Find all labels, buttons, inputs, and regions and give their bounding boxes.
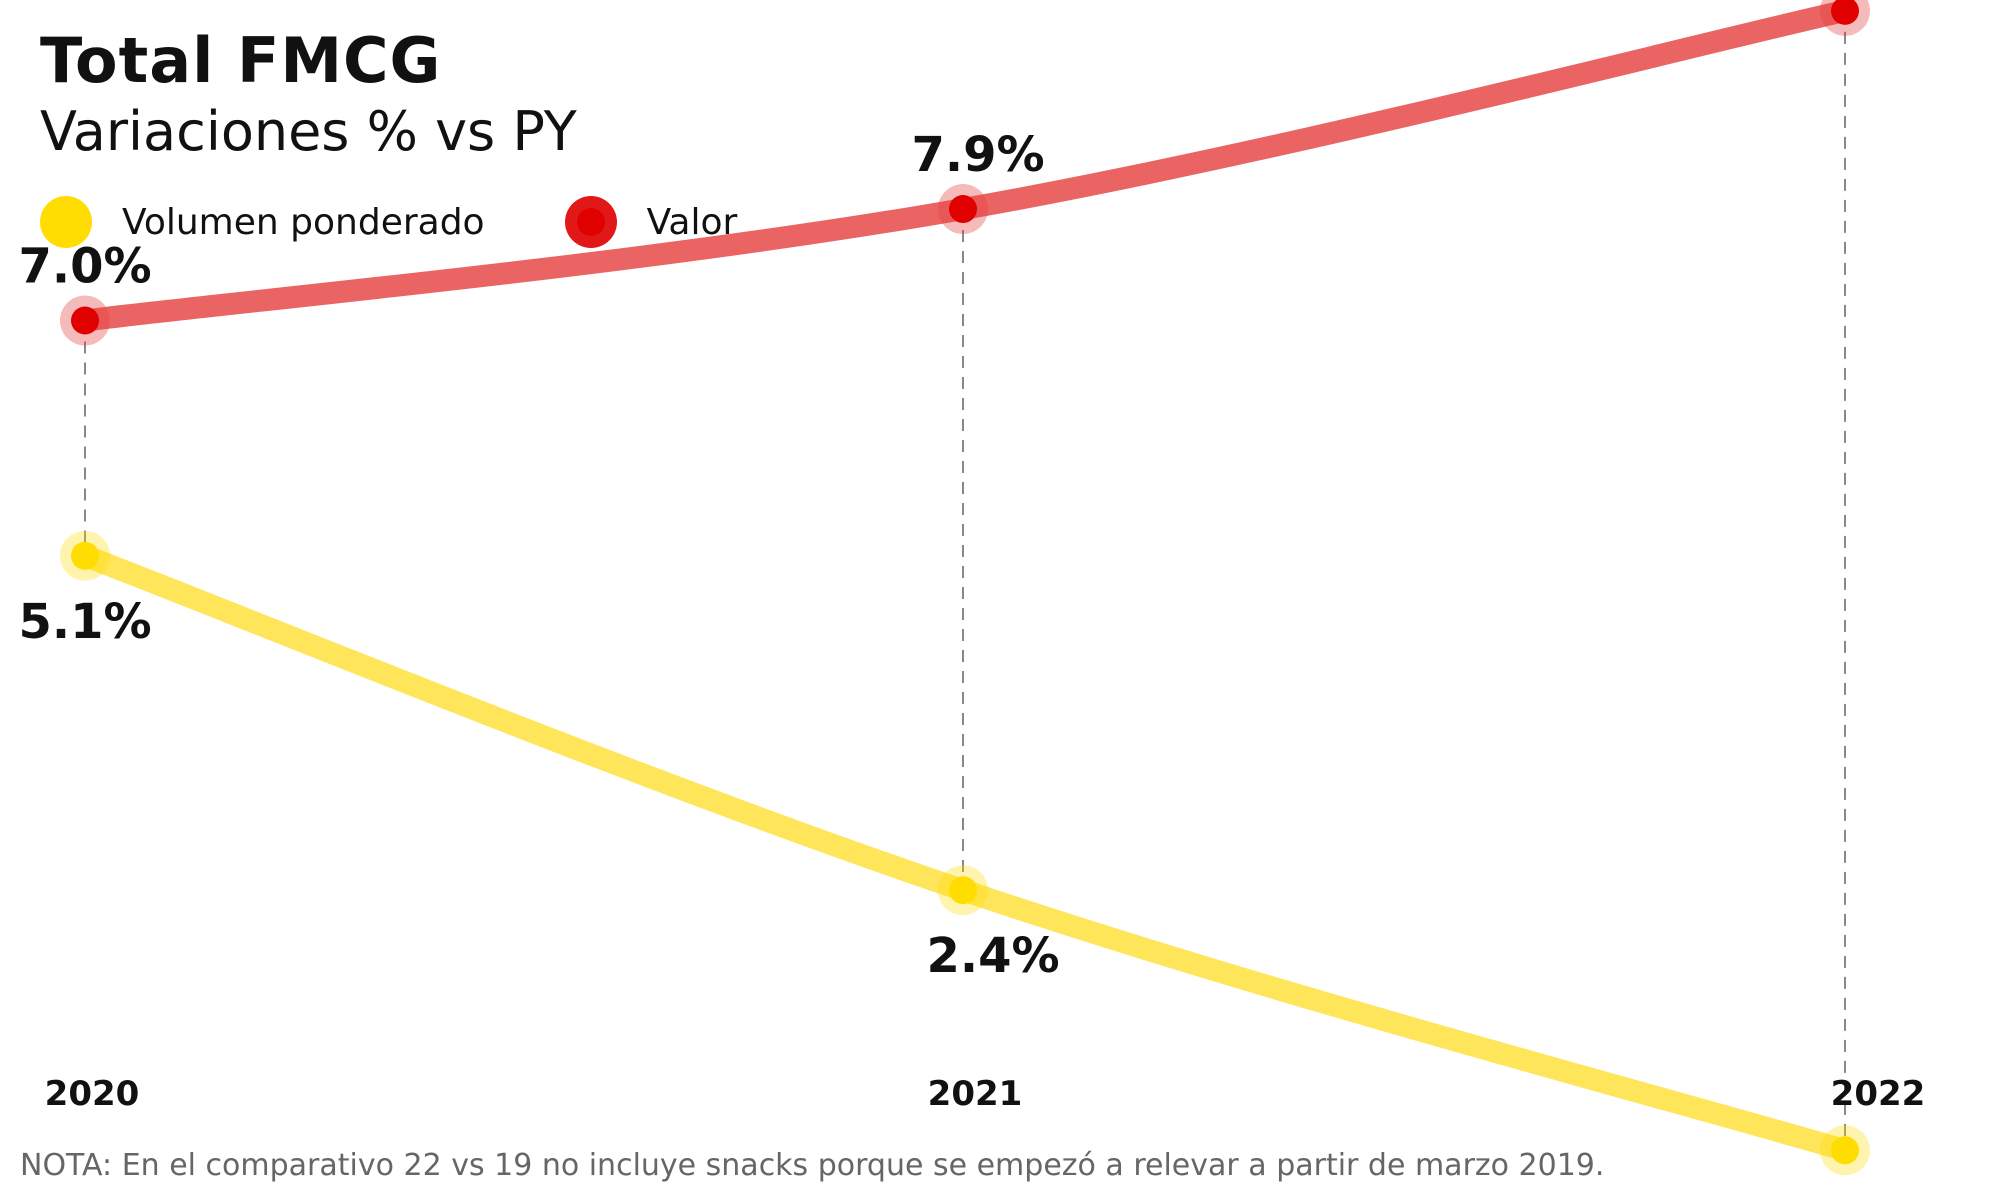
chart-title: Total FMCG [40,24,442,97]
x-tick-label-2021: 2021 [928,1074,1023,1114]
data-label-valor-2020: 7.0% [18,239,151,295]
guide-lines [84,10,1846,1151]
data-label-valor-2021: 7.9% [911,127,1044,183]
legend-label-volumen: Volumen ponderado [122,201,485,243]
legend-item-volumen: Volumen ponderado [40,196,485,248]
legend: Volumen ponderado Valor [40,196,817,248]
point-volumen-2020 [60,530,110,581]
legend-item-valor: Valor [564,196,737,248]
point-valor-2020 [60,295,110,346]
point-volumen-2022 [1820,1125,1870,1176]
x-tick-label-2022: 2022 [1831,1074,1926,1114]
data-label-volumen-2020: 5.1% [18,594,151,650]
series-line-volumen [74,544,1856,1162]
x-axis: 2020 2021 2022 [45,1074,1926,1114]
x-tick-label-2020: 2020 [45,1074,140,1114]
point-valor-2021 [938,184,988,235]
point-volumen-2022-core [1831,1136,1859,1165]
point-valor-2020-core [71,306,99,335]
data-labels: 7.0%5.1%7.9%2.4%9.5%0.3% [18,127,1941,1189]
data-points [60,0,1870,1176]
point-valor-2022 [1820,0,1870,36]
point-volumen-2020-core [71,541,99,570]
chart-subtitle: Variaciones % vs PY [40,100,577,163]
point-valor-2021-core [949,195,977,224]
point-volumen-2021 [938,865,988,916]
data-label-volumen-2021: 2.4% [926,928,1059,984]
footnote: NOTA: En el comparativo 22 vs 19 no incl… [20,1148,1605,1183]
point-valor-2022-core [1831,0,1859,25]
point-volumen-2021-core [949,876,977,905]
